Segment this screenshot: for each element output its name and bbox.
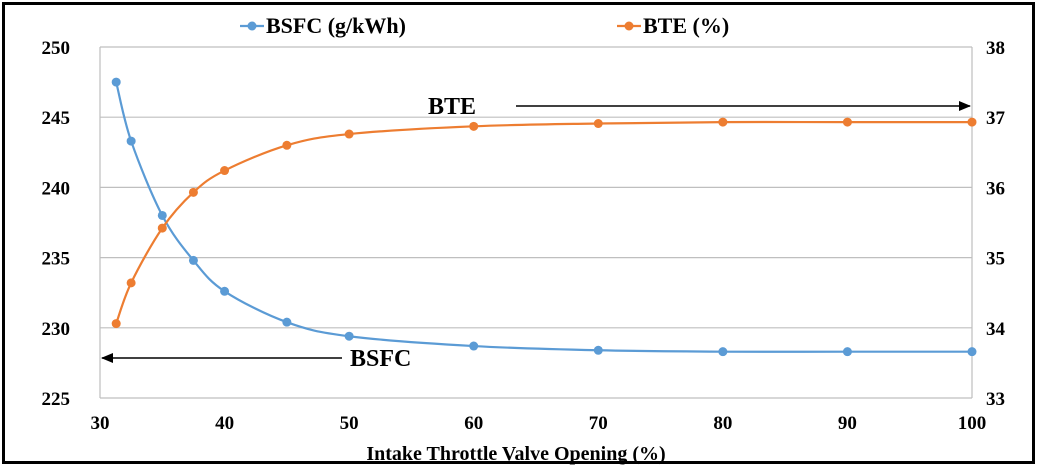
y-right-tick-label: 34 — [986, 319, 1006, 340]
data-point-bsfc — [188, 255, 198, 265]
data-point-bsfc — [718, 347, 728, 357]
y-left-tick-label: 240 — [42, 178, 71, 199]
data-point-bte — [344, 129, 354, 139]
data-point-bte — [188, 187, 198, 197]
y-left-tick-label: 235 — [42, 249, 71, 270]
y-right-tick-label: 37 — [986, 108, 1006, 129]
annotation-bte-label: BTE — [428, 94, 476, 120]
legend-label: BTE (%) — [643, 13, 729, 38]
legend-marker — [247, 21, 257, 31]
y-right-tick-label: 35 — [986, 249, 1005, 270]
data-point-bsfc — [282, 317, 292, 327]
data-point-bsfc — [469, 341, 479, 351]
x-tick-label: 80 — [713, 413, 732, 434]
annotation-bsfc-label: BSFC — [350, 346, 411, 372]
y-right-tick-label: 36 — [986, 178, 1005, 199]
data-point-bsfc — [967, 347, 977, 357]
y-right-tick-label: 33 — [986, 389, 1005, 410]
series-line-bte — [115, 120, 972, 324]
chart-frame — [2, 2, 1035, 464]
x-tick-label: 100 — [958, 413, 987, 434]
data-point-bsfc — [344, 331, 354, 341]
x-tick-label: 30 — [91, 413, 110, 434]
data-point-bsfc — [111, 77, 121, 87]
data-point-bte — [718, 117, 728, 127]
gridlines — [100, 46, 972, 399]
data-point-bte — [469, 121, 479, 131]
y-left-tick-label: 250 — [42, 38, 71, 59]
data-point-bsfc — [126, 136, 136, 146]
data-point-bsfc — [593, 345, 603, 355]
data-point-bte — [111, 319, 121, 329]
y-right-tick-label: 38 — [986, 38, 1005, 59]
data-point-bsfc — [220, 286, 230, 296]
y-left-tick-label: 225 — [42, 389, 71, 410]
data-point-bte — [220, 166, 230, 176]
data-point-bte — [157, 223, 167, 233]
series-group — [111, 77, 977, 357]
x-tick-label: 50 — [340, 413, 359, 434]
x-tick-label: 70 — [589, 413, 608, 434]
legend-marker — [624, 21, 634, 31]
data-point-bte — [593, 119, 603, 129]
y-left-tick-label: 230 — [42, 319, 71, 340]
x-tick-label: 90 — [838, 413, 857, 434]
data-point-bsfc — [157, 210, 167, 220]
x-axis-title: Intake Throttle Valve Opening (%) — [366, 443, 665, 465]
data-point-bte — [126, 278, 136, 288]
x-tick-label: 60 — [464, 413, 483, 434]
data-point-bte — [282, 140, 292, 150]
axes: 225 230 235 240 245 250 33 34 35 36 37 38 30 40 50 60 70… — [42, 38, 1006, 434]
data-point-bte — [967, 117, 977, 127]
annotations: BTE BSFC — [101, 94, 971, 372]
data-point-bte — [842, 117, 852, 127]
legend: BSFC (g/kWh) BTE (%) — [240, 13, 729, 38]
y-left-tick-label: 245 — [42, 108, 71, 129]
x-tick-label: 40 — [215, 413, 234, 434]
data-point-bsfc — [842, 347, 852, 357]
legend-label: BSFC (g/kWh) — [266, 13, 406, 38]
